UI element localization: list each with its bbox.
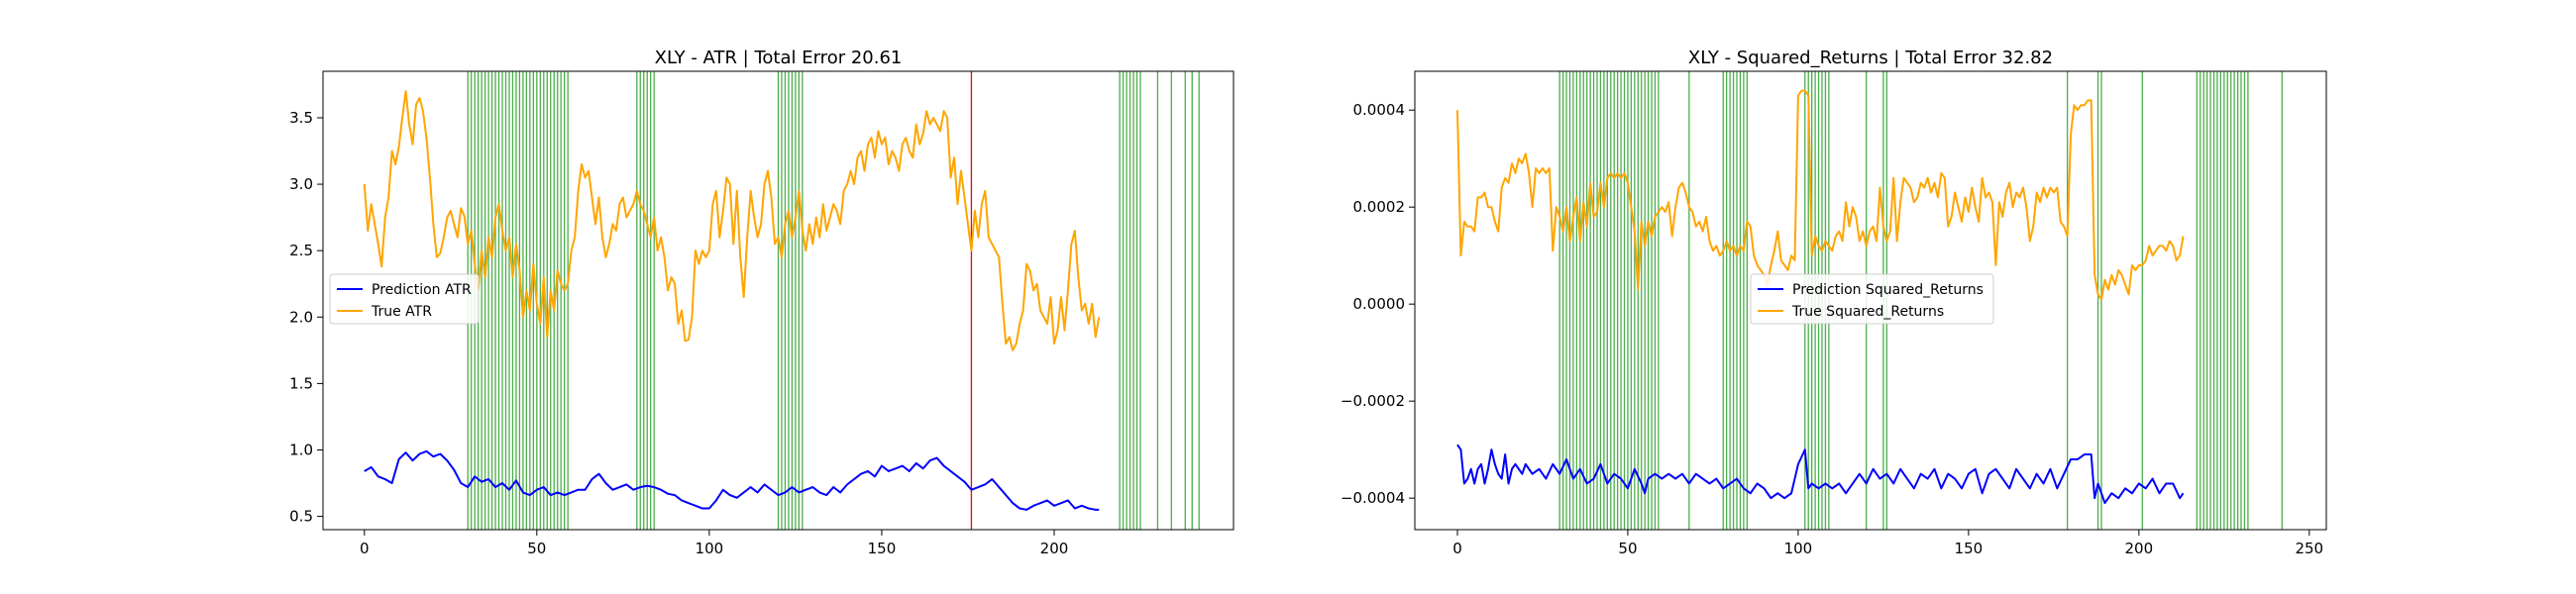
x-tick-label: 200 [1040, 540, 1069, 557]
chart-title: XLY - ATR | Total Error 20.61 [655, 48, 903, 68]
x-tick-label: 200 [2125, 540, 2154, 557]
x-tick-label: 0 [1452, 540, 1462, 557]
legend-label-prediction: Prediction Squared_Returns [1792, 282, 1984, 298]
series-line-prediction [364, 449, 1100, 511]
legend-label-truth: True ATR [371, 304, 432, 320]
legend-box [329, 273, 480, 325]
y-tick-label: 3.5 [289, 109, 313, 127]
x-tick-label: 150 [1955, 540, 1984, 557]
axes-frame [1414, 70, 2327, 531]
y-tick-label: 1.0 [289, 441, 313, 458]
series-line-prediction [1456, 444, 2185, 505]
legend-label-prediction: Prediction ATR [372, 282, 472, 298]
legend: Prediction Squared_Returns True Squared_… [1750, 273, 1994, 325]
plot-area [1455, 71, 2283, 530]
series-line-truth [1455, 89, 2185, 301]
chart-atr: XLY - ATR | Total Error 20.61 0 50 100 150 2… [289, 48, 1234, 557]
y-tick-label: 1.5 [289, 374, 313, 392]
legend-box [1750, 273, 1994, 325]
x-axis: 0 50 100 150 200 250 [1452, 530, 2323, 557]
x-tick-label: 150 [868, 540, 897, 557]
x-tick-label: 100 [696, 540, 724, 557]
x-tick-label: 50 [527, 540, 546, 557]
y-tick-label: −0.0004 [1341, 489, 1405, 507]
chart-title: XLY - Squared_Returns | Total Error 32.8… [1688, 48, 2053, 68]
y-axis: 0.5 1.0 1.5 2.0 2.5 3.0 3.5 [289, 109, 323, 526]
chart-squared-returns: XLY - Squared_Returns | Total Error 32.8… [1341, 48, 2327, 557]
y-tick-label: −0.0002 [1341, 392, 1405, 410]
legend-label-truth: True Squared_Returns [1791, 304, 1944, 320]
x-tick-label: 0 [360, 540, 370, 557]
y-tick-label: 3.0 [289, 175, 313, 193]
y-tick-label: 0.0000 [1353, 295, 1406, 313]
x-tick-label: 250 [2295, 540, 2323, 557]
series-line-truth [363, 90, 1101, 351]
y-tick-label: 0.0002 [1353, 198, 1406, 216]
axes-frame [322, 70, 1234, 531]
x-axis: 0 50 100 150 200 [360, 530, 1068, 557]
x-tick-label: 50 [1618, 540, 1637, 557]
y-tick-label: 2.0 [289, 308, 313, 326]
y-tick-label: 0.0004 [1353, 101, 1406, 119]
x-tick-label: 100 [1784, 540, 1813, 557]
legend: Prediction ATR True ATR [329, 273, 480, 325]
y-axis: −0.0004 −0.0002 0.0000 0.0002 0.0004 [1341, 101, 1415, 507]
y-tick-label: 2.5 [289, 242, 313, 259]
y-tick-label: 0.5 [289, 508, 313, 526]
